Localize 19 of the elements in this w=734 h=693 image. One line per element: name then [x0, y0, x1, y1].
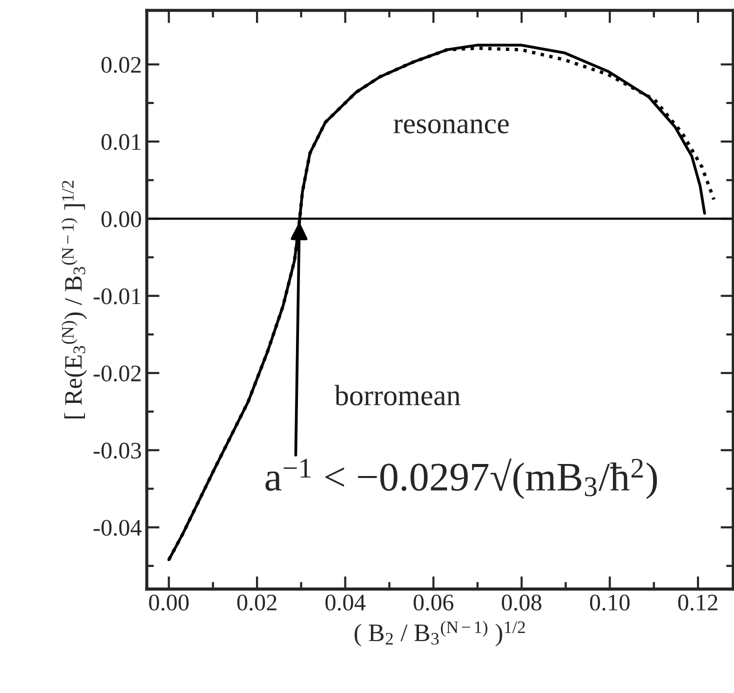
x-tick-label: 0.12 [678, 594, 718, 611]
y-tick-label: -0.04 [94, 520, 142, 536]
x-tick-label: 0.06 [414, 594, 454, 611]
annotation: borromean [334, 384, 460, 406]
x-tick-label: 0.02 [237, 594, 276, 611]
x-axis-title: ( B$_{2}$ / B$_{3}$$^{(N−1)}$ )$^{1/2}$ [354, 620, 525, 646]
x-tick-label: 0.10 [590, 594, 630, 611]
x-tick-label: 0.04 [325, 594, 366, 611]
y-tick-label: 0.00 [102, 211, 142, 228]
y-tick-label: -0.02 [94, 366, 141, 382]
y-tick-label: 0.01 [102, 134, 141, 150]
y-axis-title: [ Re(E$_{3}$$^{(N)}$) / B$_{3}$$^{(N−1)}$ ]$^{1/2}$ [61, 180, 87, 418]
annotation: a$^{−1}$ < −0.0297√(mB$_{3}$/ħ$^{2}$) [266, 458, 657, 500]
x-tick-label: 0.08 [502, 594, 542, 611]
annotation: resonance [394, 119, 509, 134]
y-tick-label: -0.01 [94, 288, 141, 304]
x-tick-label: 0.00 [149, 594, 189, 611]
y-tick-label: 0.02 [102, 56, 141, 73]
y-tick-label: -0.03 [94, 442, 142, 459]
